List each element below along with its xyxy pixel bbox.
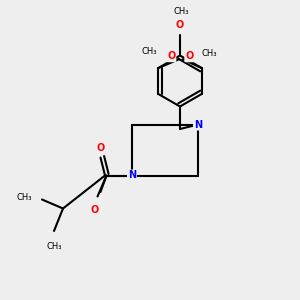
Text: O: O [167,51,175,61]
Text: CH₃: CH₃ [46,242,62,251]
Text: O: O [176,20,184,31]
Text: O: O [90,205,99,215]
Text: CH₃: CH₃ [142,47,157,56]
Text: CH₃: CH₃ [174,8,189,16]
Text: N: N [194,119,202,130]
Text: N: N [128,170,136,181]
Text: O: O [185,51,194,61]
Text: O: O [96,143,105,153]
Text: CH₃: CH₃ [201,49,217,58]
Text: CH₃: CH₃ [17,193,32,202]
